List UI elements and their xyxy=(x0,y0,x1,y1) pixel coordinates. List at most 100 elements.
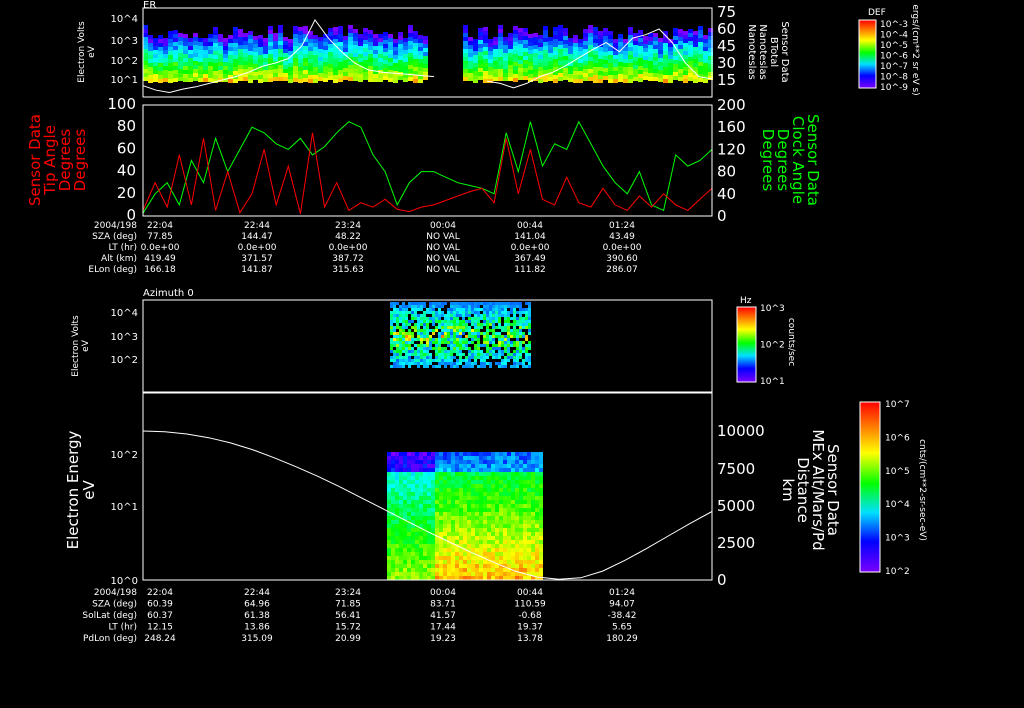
spectrogram-cell xyxy=(403,58,408,62)
spectrogram-cell xyxy=(288,71,293,75)
spectrogram-cell xyxy=(488,39,493,43)
spectrogram-cell xyxy=(698,66,703,70)
spectrogram-cell xyxy=(399,532,403,536)
spectrogram-cell xyxy=(407,548,411,552)
spectrogram-cell xyxy=(438,341,441,344)
spectrogram-cell xyxy=(447,552,451,556)
spectrogram-cell xyxy=(598,75,603,79)
spectrogram-cell xyxy=(683,67,688,71)
spectrogram-cell xyxy=(348,69,353,73)
spectrogram-cell xyxy=(298,71,303,75)
spectrogram-cell xyxy=(451,500,455,504)
spectrogram-cell xyxy=(418,71,423,75)
spectrogram-cell xyxy=(467,488,471,492)
spectrogram-cell xyxy=(411,476,415,480)
spectrogram-cell xyxy=(492,344,495,347)
spectrogram-cell xyxy=(483,552,487,556)
spectrogram-cell xyxy=(395,552,399,556)
spectrogram-cell xyxy=(467,528,471,532)
spectrogram-cell xyxy=(451,452,455,456)
spectrogram-cell xyxy=(387,460,391,464)
spectrogram-cell xyxy=(459,353,462,356)
spectrogram-cell xyxy=(491,556,495,560)
spectrogram-cell xyxy=(459,311,462,314)
spectrogram-cell xyxy=(467,452,471,456)
spectrogram-cell xyxy=(443,476,447,480)
spectrogram-cell xyxy=(503,512,507,516)
spectrogram-cell xyxy=(415,560,419,564)
spectrogram-cell xyxy=(511,504,515,508)
spectrogram-cell xyxy=(511,548,515,552)
spectrogram-cell xyxy=(293,58,298,62)
colorbar3-title: Hz xyxy=(740,296,752,306)
spectrogram-cell xyxy=(519,341,522,344)
spectrogram-cell xyxy=(148,43,153,47)
spectrogram-cell xyxy=(456,332,459,335)
spectrogram-cell xyxy=(168,63,173,67)
spectrogram-cell xyxy=(523,76,528,80)
spectrogram-cell xyxy=(527,532,531,536)
spectrogram-cell xyxy=(402,311,405,314)
spectrogram-cell xyxy=(420,338,423,341)
spectrogram-cell xyxy=(583,53,588,57)
spectrogram-cell xyxy=(399,305,402,308)
spectrogram-cell xyxy=(507,305,510,308)
panel1-title: ER xyxy=(143,0,156,11)
spectrogram-cell xyxy=(390,329,393,332)
spectrogram-cell xyxy=(519,552,523,556)
spectrogram-cell xyxy=(193,53,198,57)
spectrogram-cell xyxy=(268,70,273,74)
spectrogram-cell xyxy=(238,77,243,81)
spectrogram-cell xyxy=(495,464,499,468)
spectrogram-cell xyxy=(503,520,507,524)
spectrogram-cell xyxy=(516,305,519,308)
spectrogram-cell xyxy=(407,452,411,456)
spectrogram-cell xyxy=(143,45,148,49)
spectrogram-cell xyxy=(396,314,399,317)
spectrogram-cell xyxy=(395,560,399,564)
spectrogram-cell xyxy=(423,329,426,332)
spectrogram-cell xyxy=(478,28,483,32)
spectrogram-cell xyxy=(613,67,618,71)
spectrogram-cell xyxy=(455,556,459,560)
spectrogram-cell xyxy=(248,79,253,83)
spectrogram-cell xyxy=(628,27,633,31)
spectrogram-cell xyxy=(453,347,456,350)
spectrogram-cell xyxy=(417,353,420,356)
table-cell: 13.86 xyxy=(244,623,270,633)
spectrogram-cell xyxy=(348,37,353,41)
spectrogram-cell xyxy=(429,305,432,308)
spectrogram-cell xyxy=(283,49,288,53)
spectrogram-cell xyxy=(515,484,519,488)
spectrogram-cell xyxy=(498,338,501,341)
spectrogram-cell xyxy=(393,317,396,320)
spectrogram-cell xyxy=(668,71,673,75)
spectrogram-cell xyxy=(411,338,414,341)
spectrogram-cell xyxy=(598,35,603,39)
spectrogram-cell xyxy=(543,62,548,66)
spectrogram-cell xyxy=(419,508,423,512)
spectrogram-cell xyxy=(474,308,477,311)
spectrogram-cell xyxy=(463,552,467,556)
spectrogram-cell xyxy=(414,350,417,353)
spectrogram-cell xyxy=(388,38,393,42)
spectrogram-cell xyxy=(516,311,519,314)
spectrogram-cell xyxy=(173,58,178,62)
spectrogram-cell xyxy=(363,56,368,60)
spectrogram-cell xyxy=(523,52,528,56)
spectrogram-cell xyxy=(623,59,628,63)
spectrogram-cell xyxy=(475,508,479,512)
spectrogram-cell xyxy=(407,544,411,548)
spectrogram-cell xyxy=(403,532,407,536)
spectrogram-cell xyxy=(228,71,233,75)
spectrogram-cell xyxy=(488,47,493,51)
spectrogram-cell xyxy=(268,58,273,62)
spectrogram-cell xyxy=(399,556,403,560)
table-cell: 22:44 xyxy=(244,221,270,231)
spectrogram-cell xyxy=(368,70,373,74)
spectrogram-cell xyxy=(403,62,408,66)
spectrogram-cell xyxy=(519,512,523,516)
spectrogram-cell xyxy=(243,33,248,37)
spectrogram-cell xyxy=(399,528,403,532)
spectrogram-cell xyxy=(293,42,298,46)
